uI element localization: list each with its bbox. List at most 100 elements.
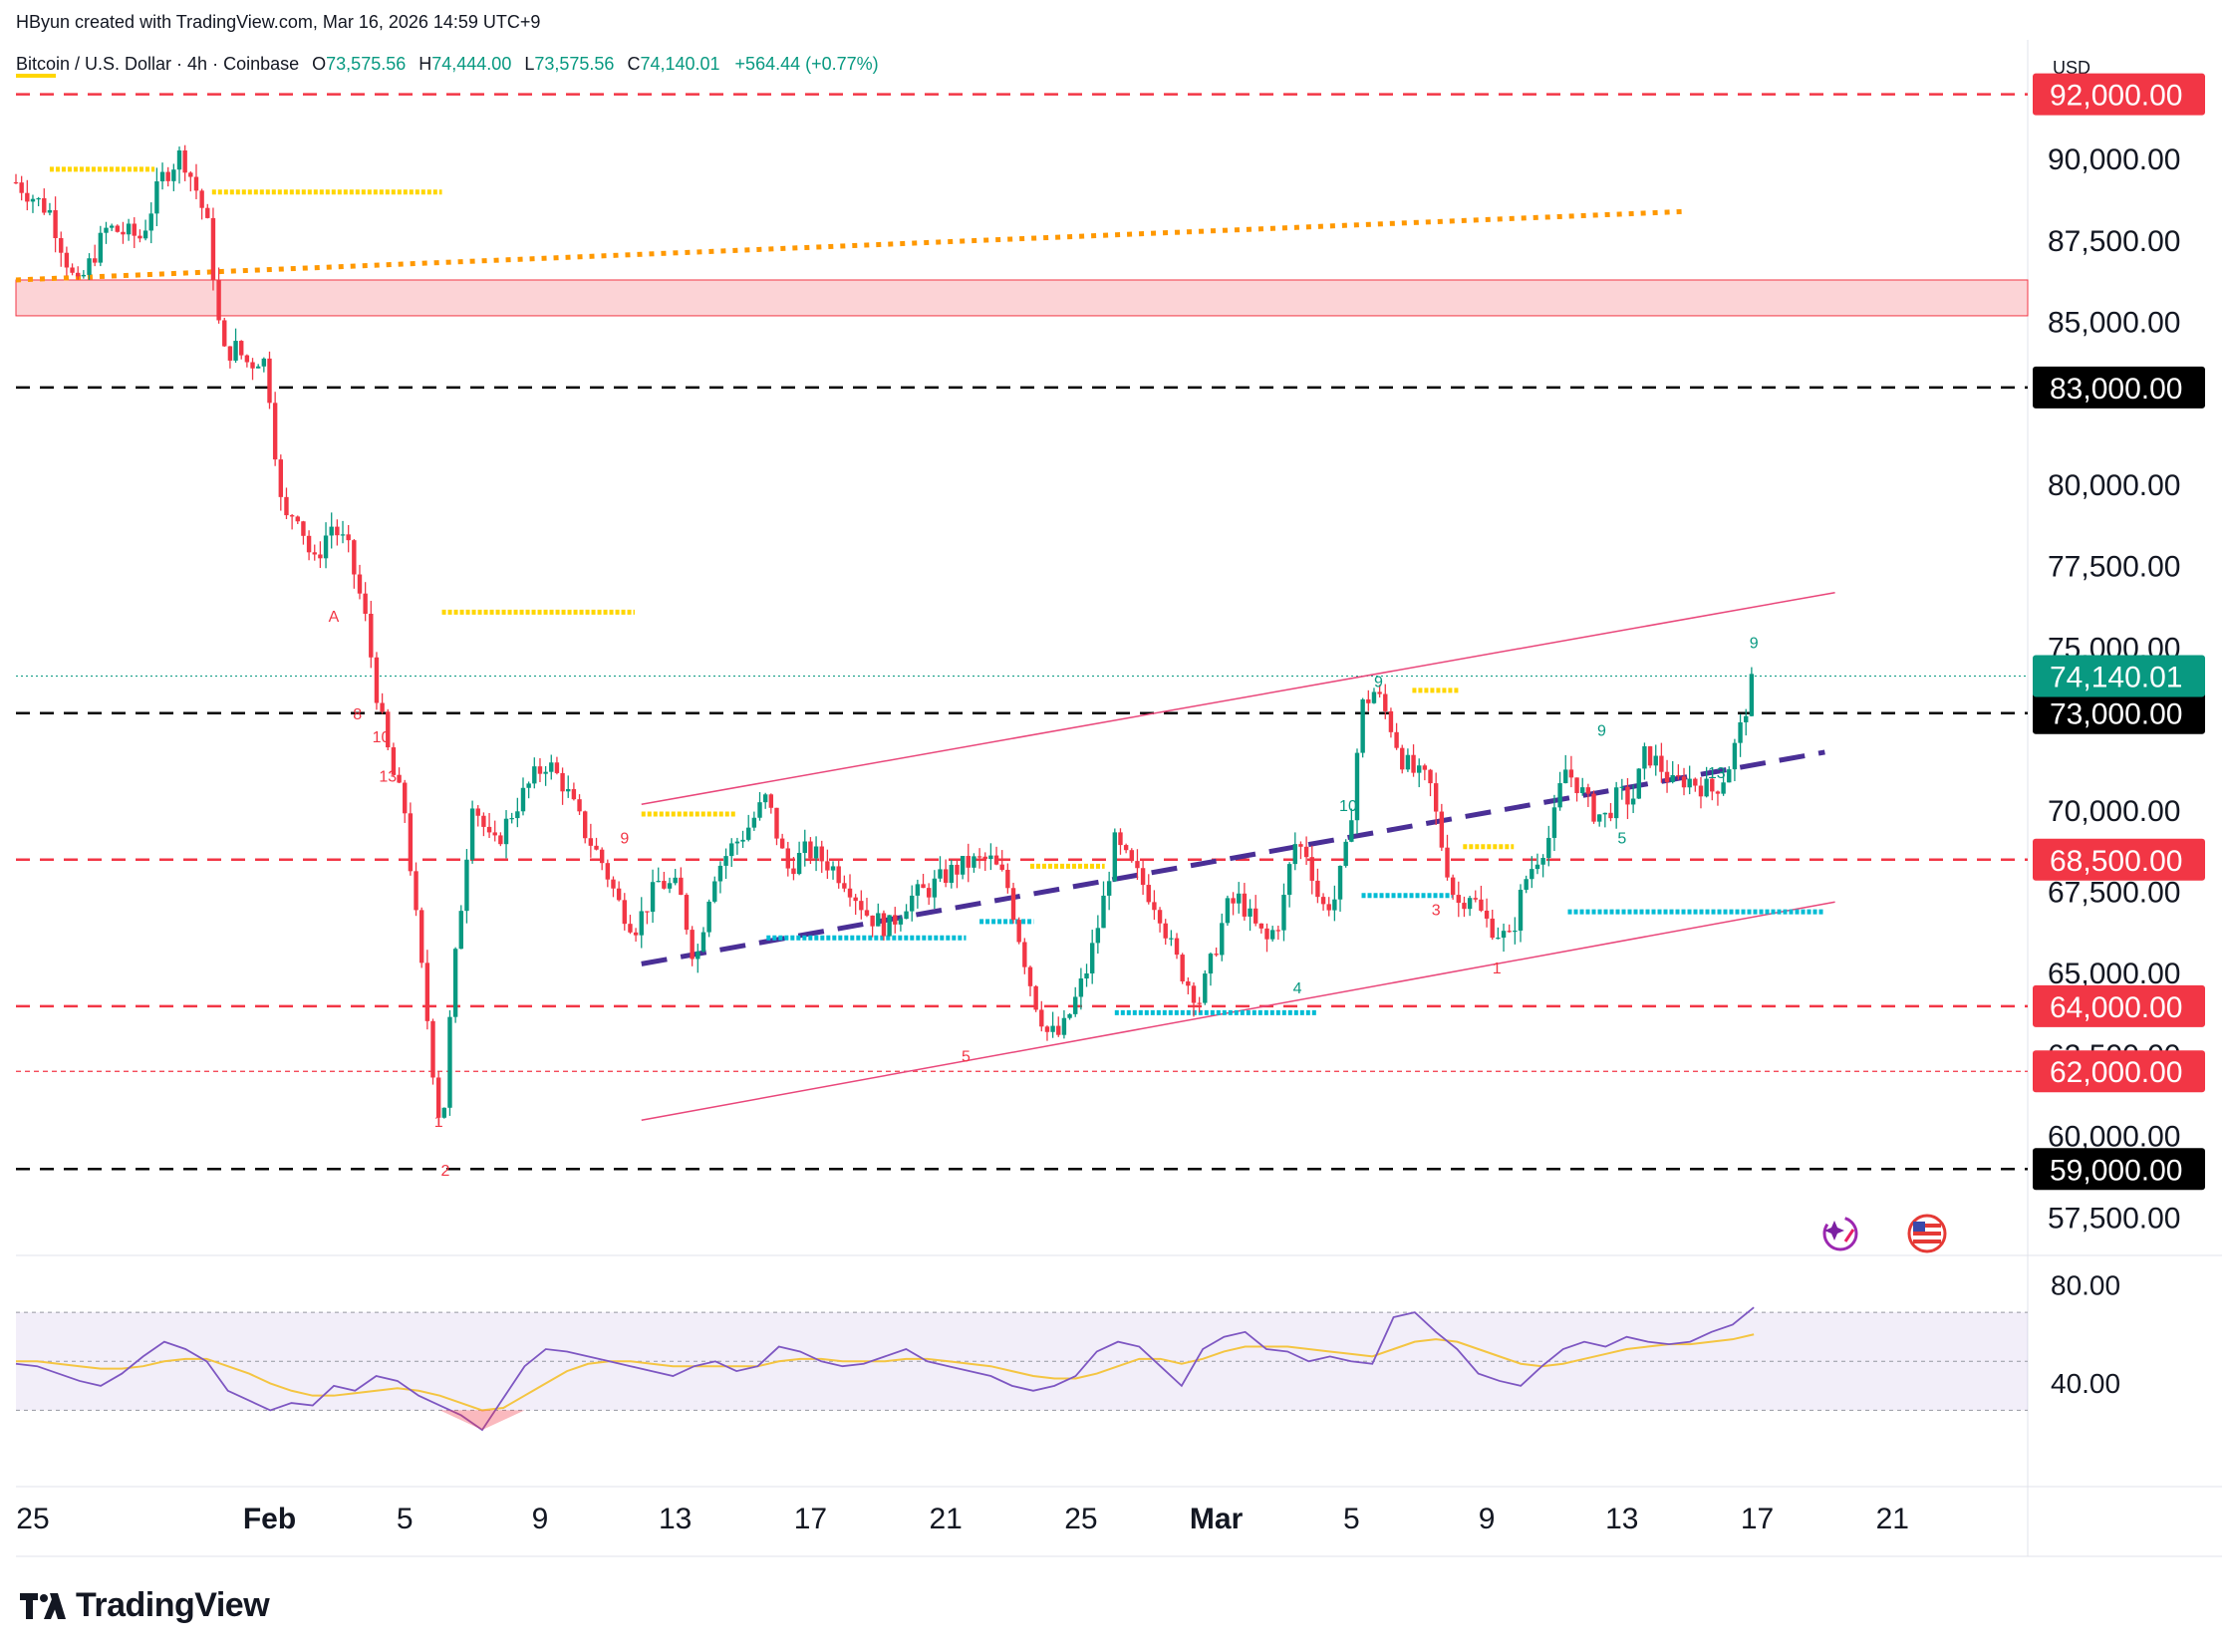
candle: [566, 775, 571, 798]
candle: [464, 849, 469, 924]
candle: [30, 194, 36, 213]
candle: [1456, 881, 1461, 918]
candle: [1033, 984, 1038, 1012]
tradingview-brand[interactable]: TradingView: [20, 1586, 270, 1625]
candle: [717, 861, 723, 894]
candle-body: [391, 747, 397, 775]
candle: [1687, 765, 1692, 795]
bar-count-label: 8: [353, 706, 362, 723]
candle-body: [1530, 869, 1534, 880]
candle-body: [887, 915, 892, 937]
candle: [1664, 759, 1670, 793]
candle: [796, 841, 802, 876]
candle: [154, 167, 159, 226]
candle: [1292, 832, 1297, 871]
candle: [1022, 938, 1027, 974]
candle: [543, 765, 548, 786]
candle: [1112, 828, 1118, 883]
candle-body: [700, 932, 706, 952]
candle: [109, 223, 115, 231]
candle: [458, 905, 463, 950]
candle: [36, 196, 41, 207]
candle: [1439, 803, 1445, 851]
candle: [1394, 722, 1399, 750]
candle: [949, 859, 955, 889]
candle-body: [1467, 898, 1473, 910]
candle-body: [1608, 812, 1613, 819]
candle: [656, 867, 661, 883]
candle: [1513, 917, 1518, 945]
candle: [870, 915, 875, 938]
candle: [723, 848, 728, 880]
candle-body: [1366, 698, 1371, 703]
candle: [509, 812, 514, 824]
candle-body: [159, 171, 165, 182]
candle: [1727, 766, 1732, 783]
candle-body: [560, 772, 565, 792]
candle-body: [921, 884, 926, 889]
candle: [628, 915, 633, 935]
candle-body: [403, 782, 408, 814]
candle: [887, 915, 892, 937]
candle: [244, 354, 250, 368]
candle-body: [1591, 793, 1596, 822]
candle: [560, 767, 565, 805]
candle: [1563, 754, 1568, 784]
bar-count-label: 1: [1493, 961, 1502, 977]
candle-body: [1630, 798, 1636, 805]
candle-body: [1248, 908, 1253, 917]
candle: [1050, 1011, 1055, 1038]
candle: [1518, 884, 1524, 943]
candle: [549, 754, 554, 780]
candle-body: [825, 861, 830, 871]
candle-body: [543, 771, 548, 774]
time-tick-label: 5: [1343, 1503, 1360, 1535]
candle: [335, 519, 340, 546]
candle: [340, 520, 346, 544]
candle: [250, 358, 255, 381]
candle: [424, 950, 430, 1030]
candle: [712, 876, 717, 904]
candle-body: [628, 924, 633, 933]
price-axis: 90,000.00 87,500.00 85,000.00 80,000.00 77,5…: [2033, 73, 2205, 1235]
chart-icons: [1822, 1214, 1947, 1253]
candle-body: [932, 878, 938, 898]
candle: [132, 217, 137, 248]
candle: [1208, 952, 1214, 986]
candle-body: [205, 207, 210, 218]
candle-body: [594, 845, 599, 850]
us-flag-icon[interactable]: [1907, 1214, 1947, 1253]
candle-body: [267, 358, 272, 404]
price-tick-label: 57,500.00: [2048, 1202, 2180, 1235]
candle: [1056, 1016, 1061, 1037]
candle-body: [1163, 923, 1168, 939]
candle-body: [1089, 943, 1095, 973]
candle-body: [1710, 778, 1715, 792]
candle-body: [397, 774, 402, 783]
candle: [475, 805, 480, 827]
candle-body: [126, 223, 132, 235]
candle-body: [1647, 746, 1653, 766]
currency-label[interactable]: USD: [2053, 58, 2091, 78]
candle-body: [261, 358, 267, 367]
level-tag-label: 62,000.00: [2050, 1056, 2182, 1089]
level-tag-bg: [2033, 1050, 2205, 1093]
candle: [19, 175, 24, 201]
candle-body: [469, 808, 475, 860]
candle: [165, 166, 170, 187]
candle: [115, 224, 120, 233]
candle: [1422, 763, 1428, 781]
candle: [126, 218, 132, 241]
candle-body: [486, 826, 492, 833]
candle-body: [830, 866, 836, 871]
symbol-legend[interactable]: Bitcoin / U.S. Dollar · 4h · Coinbase O7…: [16, 54, 879, 75]
orange-dotted-line: [15, 208, 1683, 283]
sparkle-icon[interactable]: [1822, 1216, 1858, 1251]
candle-body: [1693, 778, 1698, 786]
candle: [403, 779, 408, 823]
candle-body: [717, 865, 723, 882]
time-tick-label: Mar: [1190, 1503, 1244, 1535]
candle-body: [537, 766, 543, 774]
candle: [893, 907, 898, 934]
